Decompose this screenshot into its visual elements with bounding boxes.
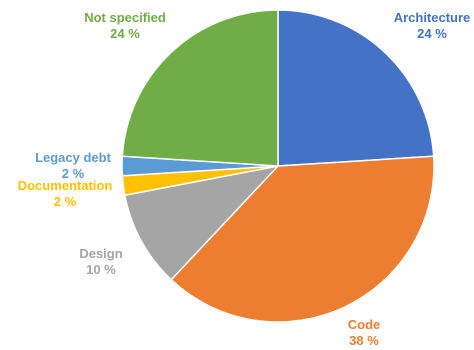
slice-label-legacy-debt: Legacy debt 2 % — [35, 150, 112, 181]
slice-percent-design: 10 % — [86, 262, 116, 277]
slice-category-architecture: Architecture — [394, 10, 471, 25]
slice-label-not-specified: Not specified 24 % — [84, 10, 166, 41]
slice-category-code: Code — [348, 317, 381, 332]
slice-category-not-specified: Not specified — [84, 10, 166, 25]
pie-slice-architecture — [277, 9, 435, 167]
pie-slice-design — [123, 164, 281, 281]
slice-percent-legacy-debt: 2 % — [62, 166, 85, 181]
pie-slices — [121, 9, 435, 323]
slice-category-design: Design — [79, 246, 122, 261]
slice-percent-not-specified: 24 % — [110, 26, 140, 41]
slice-percent-documentation: 2 % — [54, 194, 77, 209]
pie-labels: Architecture 24 %Code 38 %Design 10 %Docume… — [18, 10, 471, 348]
slice-label-code: Code 38 % — [348, 317, 381, 348]
slice-label-architecture: Architecture 24 % — [394, 10, 471, 41]
pie-slice-code — [170, 155, 435, 323]
slice-category-legacy-debt: Legacy debt — [35, 150, 112, 165]
slice-percent-code: 38 % — [349, 333, 379, 348]
slice-percent-architecture: 24 % — [417, 26, 447, 41]
slice-label-design: Design 10 % — [79, 246, 122, 277]
slice-category-documentation: Documentation — [18, 178, 113, 193]
slice-label-documentation: Documentation 2 % — [18, 178, 113, 209]
pie-slice-not-specified — [121, 9, 279, 167]
